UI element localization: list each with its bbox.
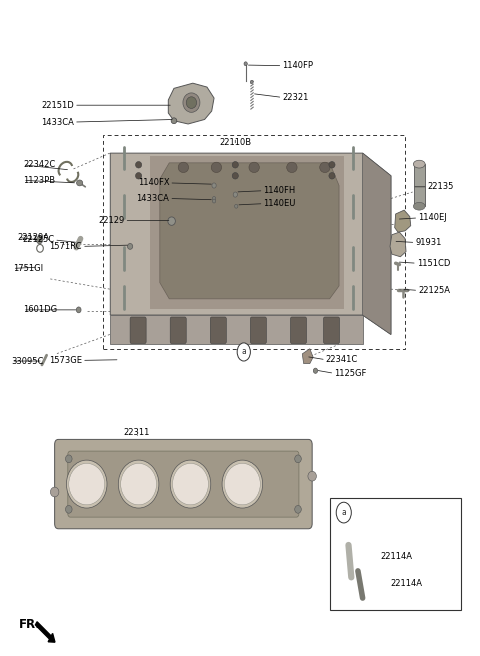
Ellipse shape xyxy=(183,93,200,112)
Bar xyxy=(330,499,461,609)
Ellipse shape xyxy=(66,460,107,508)
FancyBboxPatch shape xyxy=(290,317,307,344)
Ellipse shape xyxy=(251,80,253,83)
Text: 22110B: 22110B xyxy=(219,138,252,147)
Text: 22151D: 22151D xyxy=(41,101,74,110)
Ellipse shape xyxy=(244,62,247,66)
Polygon shape xyxy=(110,153,391,335)
Ellipse shape xyxy=(413,160,425,168)
Ellipse shape xyxy=(225,463,260,505)
Polygon shape xyxy=(390,232,406,256)
Polygon shape xyxy=(150,156,344,308)
Ellipse shape xyxy=(50,487,59,497)
FancyArrow shape xyxy=(36,622,55,642)
Text: 91931: 91931 xyxy=(416,238,442,247)
Text: 22135: 22135 xyxy=(428,182,454,192)
Polygon shape xyxy=(362,153,391,335)
Ellipse shape xyxy=(329,161,335,168)
Ellipse shape xyxy=(329,173,335,179)
Ellipse shape xyxy=(69,463,105,505)
Text: 1123PB: 1123PB xyxy=(23,176,55,185)
Text: FR.: FR. xyxy=(19,618,41,631)
Text: 22114A: 22114A xyxy=(381,552,412,561)
Text: 1140FX: 1140FX xyxy=(138,178,169,188)
Text: a: a xyxy=(341,508,346,517)
Text: 22342C: 22342C xyxy=(23,160,55,169)
Polygon shape xyxy=(302,349,313,363)
Ellipse shape xyxy=(213,197,216,201)
Text: 22321: 22321 xyxy=(282,93,309,102)
Text: 1433CA: 1433CA xyxy=(41,117,74,127)
Text: 1751GI: 1751GI xyxy=(12,264,43,273)
Text: 1601DG: 1601DG xyxy=(23,305,57,314)
Ellipse shape xyxy=(413,202,425,210)
Ellipse shape xyxy=(235,204,238,208)
Ellipse shape xyxy=(172,463,208,505)
Ellipse shape xyxy=(232,173,239,179)
Ellipse shape xyxy=(76,307,81,313)
Ellipse shape xyxy=(313,368,318,373)
Ellipse shape xyxy=(213,199,216,203)
Text: 22129: 22129 xyxy=(98,216,124,225)
Text: 22114A: 22114A xyxy=(390,579,422,588)
Text: 22311: 22311 xyxy=(123,428,149,438)
FancyBboxPatch shape xyxy=(130,317,146,344)
Circle shape xyxy=(237,343,251,361)
Ellipse shape xyxy=(222,460,263,508)
Ellipse shape xyxy=(178,162,189,173)
Polygon shape xyxy=(395,210,411,232)
Ellipse shape xyxy=(135,173,142,179)
Text: 1140FH: 1140FH xyxy=(264,186,296,195)
Ellipse shape xyxy=(287,162,297,173)
Text: 1571RC: 1571RC xyxy=(49,242,82,251)
Polygon shape xyxy=(160,163,339,299)
Ellipse shape xyxy=(186,97,197,108)
FancyBboxPatch shape xyxy=(324,317,339,344)
Ellipse shape xyxy=(170,460,211,508)
Ellipse shape xyxy=(232,161,239,168)
Ellipse shape xyxy=(168,217,175,226)
Text: a: a xyxy=(241,348,246,356)
Ellipse shape xyxy=(295,506,301,513)
Text: 1151CD: 1151CD xyxy=(417,258,450,268)
FancyBboxPatch shape xyxy=(170,317,186,344)
Text: 1433CA: 1433CA xyxy=(136,194,169,203)
Ellipse shape xyxy=(36,236,43,244)
FancyBboxPatch shape xyxy=(68,451,299,517)
Bar xyxy=(414,164,425,206)
Ellipse shape xyxy=(77,180,83,186)
Ellipse shape xyxy=(233,192,238,197)
Text: 22125A: 22125A xyxy=(418,286,450,295)
Polygon shape xyxy=(168,83,214,124)
Ellipse shape xyxy=(249,162,259,173)
Text: 1573GE: 1573GE xyxy=(49,356,82,365)
FancyBboxPatch shape xyxy=(210,317,227,344)
Text: 22125C: 22125C xyxy=(22,236,54,245)
Text: 22341C: 22341C xyxy=(326,356,358,364)
Text: 1140EU: 1140EU xyxy=(264,199,296,208)
Ellipse shape xyxy=(65,455,72,462)
Ellipse shape xyxy=(171,118,177,124)
Ellipse shape xyxy=(295,455,301,462)
Ellipse shape xyxy=(120,463,156,505)
Ellipse shape xyxy=(320,162,330,173)
Text: 1140EJ: 1140EJ xyxy=(418,213,447,222)
Ellipse shape xyxy=(65,506,72,513)
Ellipse shape xyxy=(118,460,159,508)
FancyBboxPatch shape xyxy=(55,440,312,529)
Ellipse shape xyxy=(308,471,316,481)
Ellipse shape xyxy=(135,161,142,168)
FancyBboxPatch shape xyxy=(251,317,266,344)
Text: 1140FP: 1140FP xyxy=(282,61,313,70)
Ellipse shape xyxy=(212,183,216,188)
Text: 22129A: 22129A xyxy=(17,233,49,242)
Ellipse shape xyxy=(128,243,132,249)
Bar xyxy=(103,135,405,349)
Text: 33095C: 33095C xyxy=(11,356,44,365)
Circle shape xyxy=(336,502,351,523)
Polygon shape xyxy=(110,315,362,344)
Ellipse shape xyxy=(211,162,222,173)
Text: 1125GF: 1125GF xyxy=(335,369,367,378)
